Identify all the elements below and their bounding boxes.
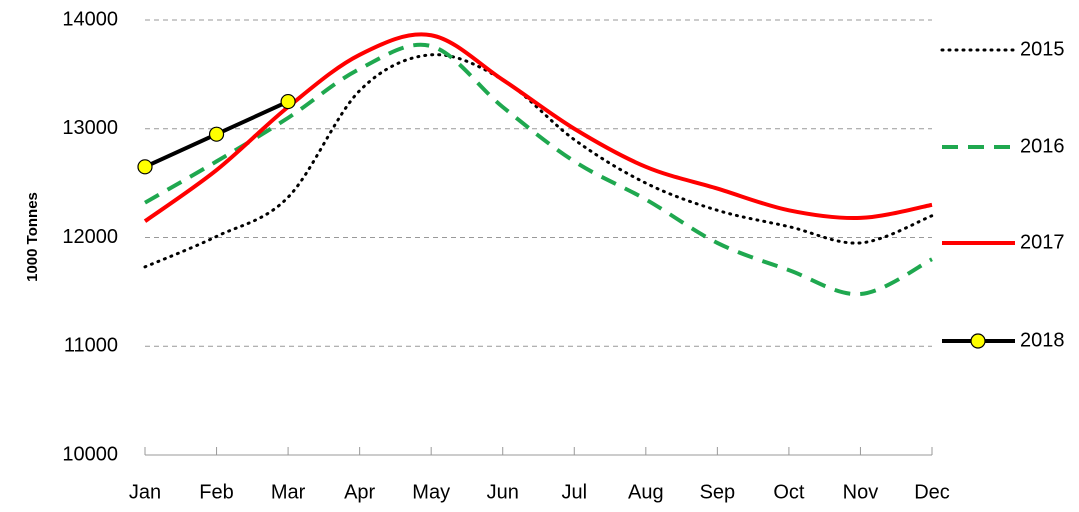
legend-marker [970, 333, 986, 349]
y-tick-label: 10000 [62, 443, 118, 465]
data-point [208, 126, 225, 142]
x-tick-label: Apr [344, 481, 375, 503]
y-tick-label: 13000 [62, 117, 118, 139]
x-tick-label: Aug [628, 481, 664, 503]
y-tick-label: 11000 [64, 335, 118, 357]
legend-label: 2018 [1020, 329, 1065, 351]
legend-label: 2017 [1020, 231, 1065, 253]
x-tick-label: May [412, 481, 450, 503]
y-axis-label: 1000 Tonnes [24, 192, 41, 282]
y-tick-label: 14000 [62, 8, 118, 30]
x-tick-label: Oct [773, 481, 805, 503]
x-tick-label: Jan [129, 481, 161, 503]
legend-label: 2016 [1020, 135, 1065, 157]
series-line [143, 42, 933, 297]
data-point [280, 93, 296, 110]
y-tick-label: 12000 [62, 226, 118, 248]
x-tick-label: Feb [199, 481, 233, 503]
x-tick-label: Jul [561, 481, 587, 503]
series-line [143, 32, 933, 223]
x-tick-label: Sep [700, 481, 736, 503]
x-tick-label: Jun [487, 481, 519, 503]
data-point [137, 159, 153, 175]
x-tick-label: Nov [843, 481, 879, 503]
x-tick-label: Mar [271, 481, 306, 503]
series-line [143, 53, 934, 269]
x-tick-label: Dec [914, 481, 950, 503]
legend-label: 2015 [1020, 38, 1065, 60]
